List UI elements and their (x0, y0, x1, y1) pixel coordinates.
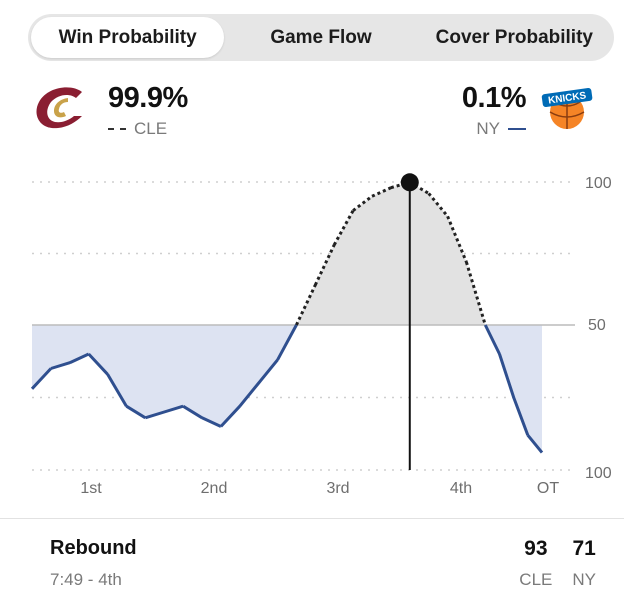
away-score-abbr: NY (572, 570, 596, 589)
x-tick-ot: OT (537, 480, 559, 497)
knicks-logo-icon: KNICKS (541, 87, 593, 129)
play-time: 7:49 - 4th (50, 570, 122, 589)
cavaliers-logo-icon (36, 87, 82, 129)
score-summary: 93 CLE 71 NY (519, 537, 596, 590)
tab-game-flow[interactable]: Game Flow (270, 26, 372, 48)
home-probability-line (295, 180, 487, 326)
solid-legend-swatch (508, 128, 526, 130)
away-score: 71 (572, 537, 596, 560)
away-abbr: NY (476, 119, 500, 138)
x-tick-q3: 3rd (326, 480, 349, 497)
home-score-abbr: CLE (519, 570, 553, 589)
away-score-block: 71 NY (572, 537, 596, 590)
home-team-header: 99.9% CLE (30, 82, 188, 139)
section-divider (0, 518, 624, 519)
x-tick-q2: 2nd (201, 480, 228, 497)
y-tick-top: 100 (585, 175, 612, 192)
chart-cursor-marker[interactable] (400, 173, 419, 192)
home-abbr: CLE (134, 119, 168, 138)
x-tick-q1: 1st (80, 480, 102, 497)
y-tick-middle: 50 (588, 317, 606, 334)
svg-text:KNICKS: KNICKS (547, 90, 587, 106)
x-tick-q4: 4th (450, 480, 472, 497)
away-advantage-area (32, 325, 542, 453)
tab-cover-probability[interactable]: Cover Probability (435, 26, 593, 48)
dashed-legend-swatch (108, 128, 126, 130)
play-title: Rebound (50, 537, 137, 559)
home-advantage-area (32, 182, 542, 325)
y-tick-bottom: 100 (585, 465, 612, 482)
home-score: 93 (524, 537, 548, 560)
away-team-header: 0.1% NY KNICKS (462, 82, 596, 139)
home-score-block: 93 CLE (519, 537, 552, 590)
tab-bar: Win Probability Game Flow Cover Probabil… (28, 14, 614, 61)
win-probability-chart: 100 50 100 1st 2nd 3rd 4th OT (30, 173, 612, 497)
latest-play: Rebound 7:49 - 4th (50, 537, 137, 590)
tab-win-probability[interactable]: Win Probability (31, 17, 225, 58)
home-win-probability: 99.9% (108, 82, 188, 114)
away-probability-line (30, 324, 544, 454)
away-win-probability: 0.1% (461, 82, 527, 114)
